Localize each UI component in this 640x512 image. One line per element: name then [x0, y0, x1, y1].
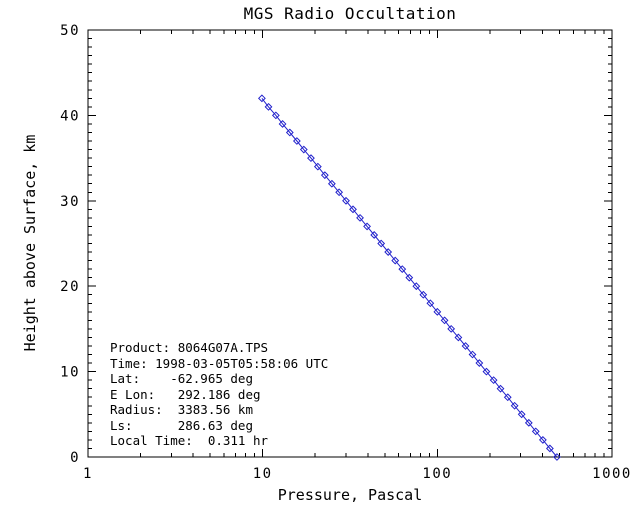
y-tick-label: 10 — [60, 365, 80, 381]
data-point-marker — [285, 128, 294, 137]
annotation-line-radius: Radius: 3383.56 km — [110, 402, 253, 417]
chart-title: MGS Radio Occultation — [243, 4, 457, 23]
data-point-marker — [517, 410, 526, 419]
y-tick-label: 40 — [60, 108, 80, 124]
data-point-marker — [433, 307, 442, 316]
y-tick-label: 50 — [60, 23, 80, 39]
data-point-marker — [264, 102, 273, 111]
annotation-line-lat: Lat: -62.965 deg — [110, 371, 253, 386]
data-point-marker — [412, 282, 421, 291]
data-point-marker — [307, 154, 315, 163]
data-point-marker — [545, 444, 554, 453]
annotation-line-ls: Ls: 286.63 deg — [110, 417, 253, 433]
x-tick-label: 1 — [83, 466, 93, 482]
data-point-marker — [496, 384, 505, 393]
data-point-marker — [461, 342, 470, 350]
data-point-marker — [398, 265, 407, 274]
y-tick-label: 0 — [70, 450, 80, 466]
data-point-marker — [257, 94, 266, 103]
data-point-marker — [426, 299, 435, 308]
x-tick-label: 1000 — [592, 466, 632, 482]
data-point-marker — [370, 231, 379, 239]
data-point-marker — [278, 120, 287, 128]
data-point-marker — [292, 137, 301, 145]
data-point-marker — [482, 367, 491, 376]
data-point-marker — [335, 188, 344, 197]
data-point-marker — [468, 350, 477, 359]
x-tick-label: 100 — [422, 466, 452, 482]
data-point-marker — [313, 162, 322, 171]
data-point-marker — [531, 427, 540, 436]
data-point-marker — [349, 205, 357, 214]
data-point-marker — [538, 436, 547, 444]
data-point-marker — [440, 316, 449, 325]
data-point-marker — [384, 248, 393, 256]
data-point-marker — [377, 239, 386, 248]
data-point-marker — [342, 196, 350, 205]
data-point-marker — [327, 179, 336, 188]
data-point-marker — [299, 145, 308, 154]
profile-line — [261, 97, 558, 458]
y-axis-label: Height above Surface, km — [21, 134, 39, 352]
x-axis-label: Pressure, Pascal — [277, 486, 423, 504]
x-tick-label: 10 — [253, 466, 273, 482]
data-point-marker — [320, 171, 329, 180]
data-point-marker — [503, 393, 512, 402]
data-point-marker — [475, 359, 484, 367]
y-tick-label: 30 — [60, 194, 80, 210]
annotation-block: Product: 8064G07A.TPS Time: 1998-03-05T0… — [110, 340, 328, 449]
data-point-marker — [510, 401, 519, 410]
y-tick-label: 20 — [60, 279, 80, 295]
data-point-marker — [405, 273, 414, 282]
data-point-marker — [419, 290, 428, 299]
data-point-marker — [524, 418, 533, 427]
data-point-marker — [363, 222, 371, 231]
annotation-line-elon: E Lon: 292.186 deg — [110, 386, 261, 402]
annotation-line-local-time: Local Time: 0.311 hr — [110, 433, 269, 448]
data-point-marker — [553, 453, 561, 461]
data-point-marker — [271, 111, 280, 120]
data-point-marker — [454, 333, 463, 342]
annotation-line-product: Product: 8064G07A.TPS — [110, 340, 269, 355]
data-point-marker — [391, 256, 400, 265]
data-point-marker — [356, 213, 364, 222]
annotation-line-time: Time: 1998-03-05T05:58:06 UTC — [110, 355, 329, 371]
data-point-marker — [447, 324, 456, 333]
data-point-marker — [489, 376, 498, 385]
